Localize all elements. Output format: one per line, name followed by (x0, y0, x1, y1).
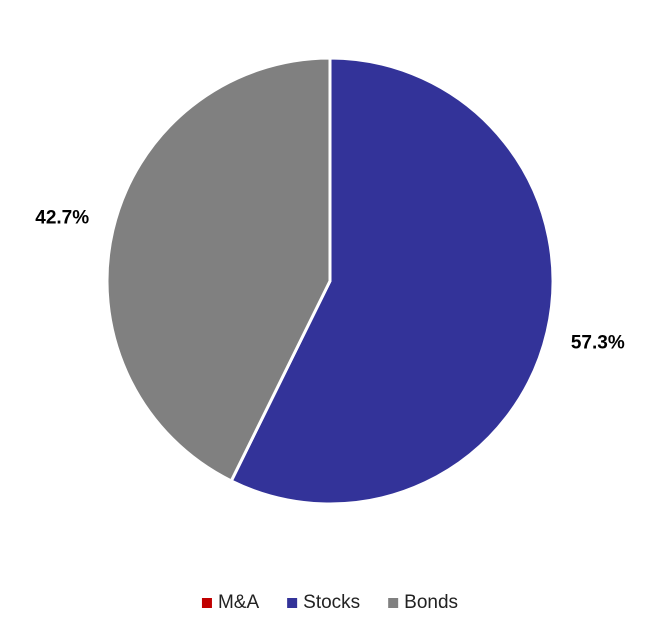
value-label: 57.3% (571, 333, 625, 354)
legend-label: Stocks (303, 592, 360, 613)
legend-label: Bonds (404, 592, 458, 613)
legend-label: M&A (218, 592, 260, 613)
legend-swatch (287, 598, 298, 608)
pie-slice (229, 56, 555, 506)
value-label: 42.7% (35, 207, 89, 228)
legend: M&A Stocks Bonds (201, 592, 458, 613)
pie-slice (105, 56, 332, 483)
legend-swatch (201, 598, 212, 608)
legend-swatch (388, 598, 399, 608)
